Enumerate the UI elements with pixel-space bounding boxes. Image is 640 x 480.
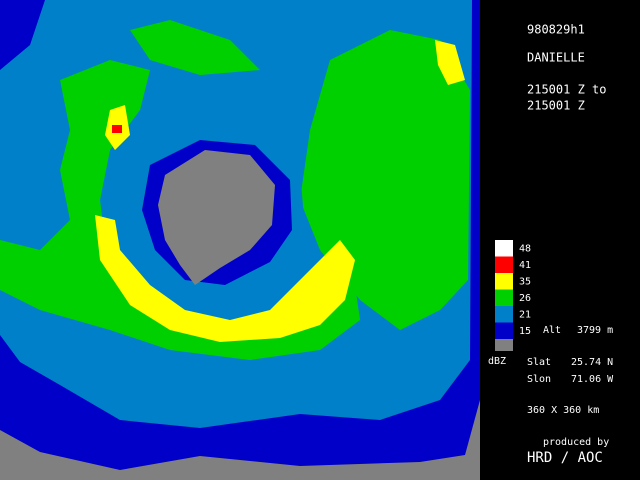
legend-swatch <box>495 273 513 290</box>
legend-label: 21 <box>519 309 531 320</box>
legend-label: 48 <box>519 243 531 254</box>
time-to: 215001 Z <box>527 99 585 113</box>
altitude-label: Alt <box>543 325 561 336</box>
legend-label: 41 <box>519 260 531 271</box>
legend-swatch <box>495 339 513 351</box>
slon: 71.06 W <box>571 374 614 385</box>
radar-map <box>0 0 480 480</box>
legend-swatch <box>495 289 513 306</box>
slon-label: Slon <box>527 374 551 385</box>
domain-size: 360 X 360 km <box>527 405 599 416</box>
slat: 25.74 N <box>571 357 613 368</box>
unit: dBZ <box>488 356 506 367</box>
legend: 48 41 35 26 21 15 <box>495 240 531 351</box>
credit-line1: produced by <box>543 437 609 448</box>
legend-swatch <box>495 306 513 323</box>
storm-name: DANIELLE <box>527 51 585 65</box>
legend-swatch <box>495 322 513 339</box>
altitude: 3799 m <box>577 325 613 336</box>
legend-swatch <box>495 256 513 273</box>
slat-label: Slat <box>527 357 551 368</box>
credit-line2: HRD / AOC <box>527 450 603 466</box>
time-from: 215001 Z to <box>527 83 606 97</box>
legend-label: 15 <box>519 326 531 337</box>
legend-label: 26 <box>519 293 531 304</box>
legend-label: 35 <box>519 276 531 287</box>
flight-id: 980829h1 <box>527 23 585 37</box>
legend-swatch <box>495 240 513 257</box>
